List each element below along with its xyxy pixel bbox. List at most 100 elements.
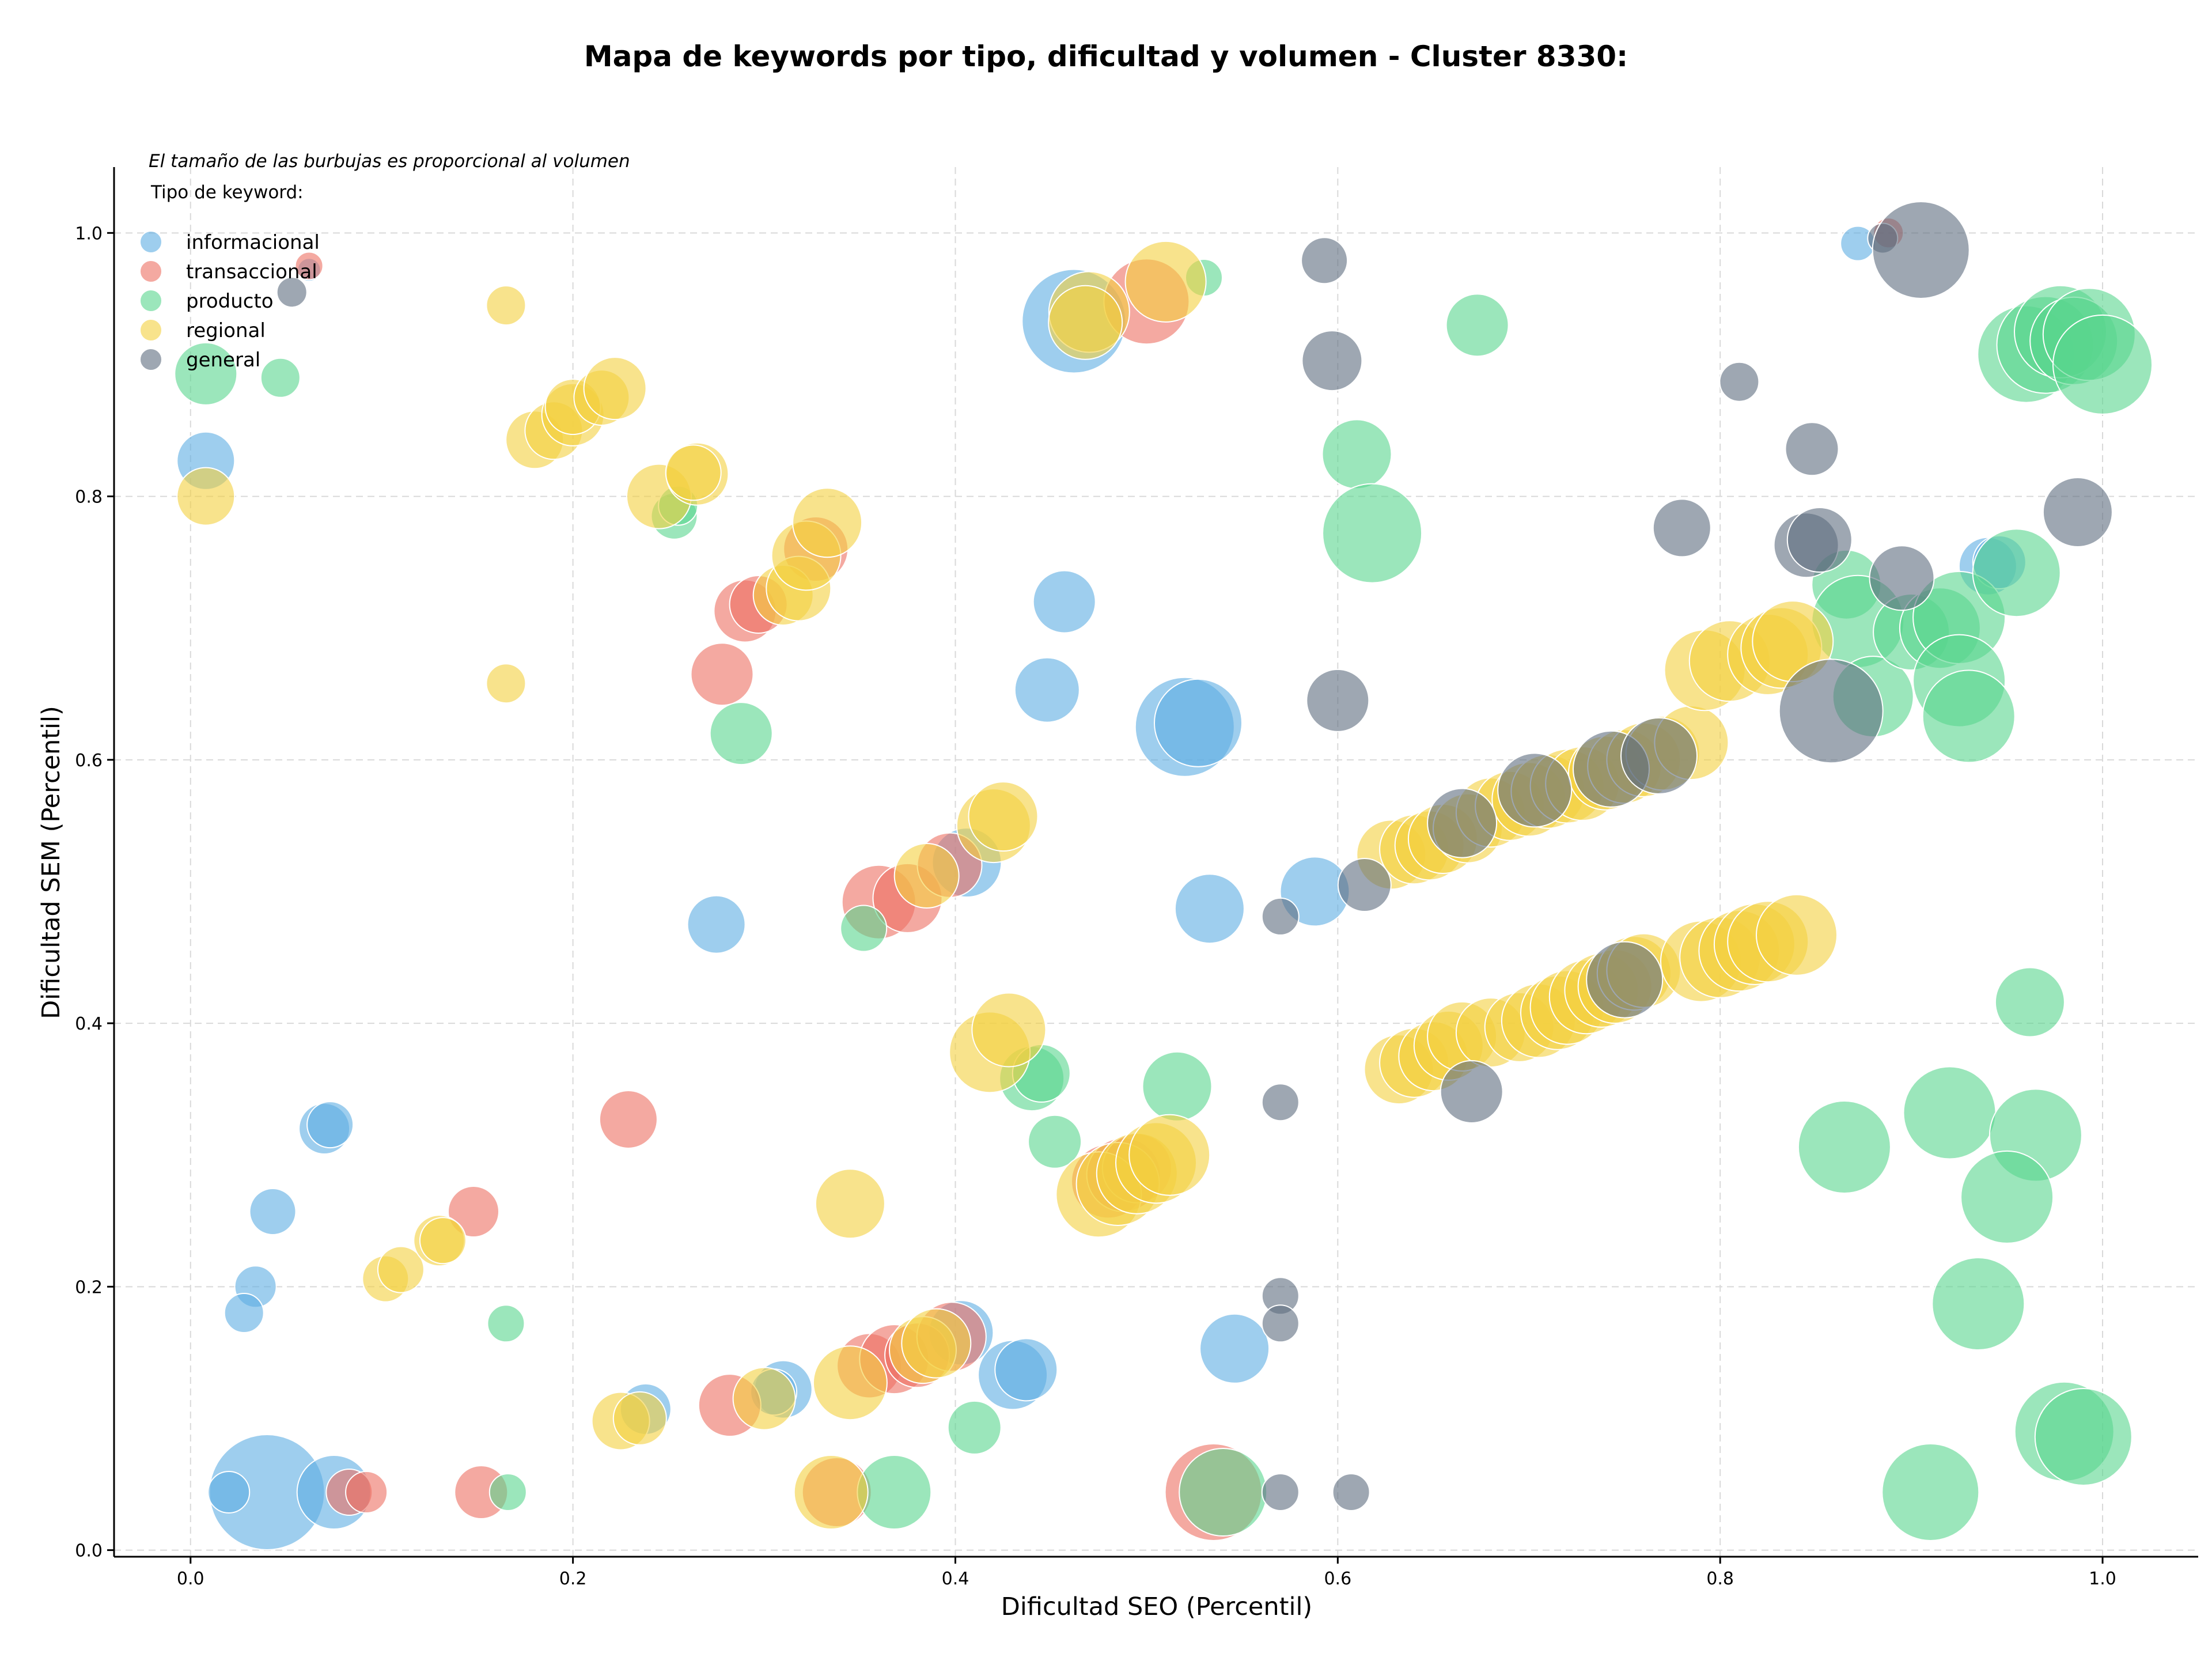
legend-item-regional: regional (139, 319, 266, 342)
series-general (276, 201, 2113, 1511)
bubble-transaccional (294, 251, 324, 281)
bubble-general (1332, 1473, 1370, 1511)
bubble-producto (1972, 528, 2061, 618)
bubble-producto (1903, 1066, 1997, 1160)
bubble-regional (665, 444, 722, 501)
legend: informacional transaccional producto region… (139, 230, 320, 372)
bubble-general (1261, 1083, 1300, 1122)
bubble-producto (709, 702, 773, 766)
x-tick-label: 0.0 (177, 1569, 204, 1589)
x-tick-label: 0.2 (559, 1569, 587, 1589)
bubble-general (2042, 477, 2113, 547)
x-tick-label: 0.6 (1324, 1569, 1351, 1589)
bubble-regional (583, 357, 647, 421)
chart-title: Mapa de keywords por tipo, dificultad y … (584, 40, 1628, 73)
volume-note: El tamaño de las burbujas es proporciona… (149, 151, 630, 172)
bubble-regional (419, 1217, 467, 1265)
bubble-producto (488, 1473, 527, 1511)
legend-item-producto: producto (139, 289, 274, 313)
bubble-informacional (1199, 1313, 1270, 1384)
legend-item-informacional: informacional (139, 230, 320, 254)
bubble-informacional (687, 895, 746, 954)
bubble-general (1872, 201, 1970, 299)
bubble-producto (1321, 419, 1392, 490)
bubble-informacional (1032, 570, 1096, 634)
legend-label: producto (186, 290, 274, 313)
bubble-general (1786, 507, 1853, 573)
bubble-regional (1048, 285, 1123, 360)
bubble-general (1785, 422, 1839, 476)
bubble-producto (1797, 1100, 1891, 1194)
bubble-transaccional (448, 1186, 499, 1238)
bubble-regional (732, 1367, 796, 1431)
bubble-regional (377, 1246, 425, 1293)
bubble-producto (1881, 1443, 1980, 1541)
bubble-producto (1028, 1114, 1082, 1169)
bubble-general (1301, 237, 1349, 285)
bubble-transaccional (345, 1471, 388, 1514)
bubble-general (1620, 717, 1698, 794)
series-informacional (176, 225, 2027, 1550)
bubble-producto (1322, 483, 1423, 584)
x-tick-label: 1.0 (2089, 1569, 2116, 1589)
bubble-producto (947, 1400, 1002, 1455)
bubble-producto (1142, 1051, 1213, 1122)
bubble-general (1301, 330, 1363, 392)
bubble-general (276, 277, 308, 308)
bubble-regional (893, 843, 960, 909)
bubble-regional (486, 285, 527, 326)
legend-marker (139, 289, 162, 312)
bubble-informacional (224, 1293, 264, 1333)
bubble-transaccional (690, 642, 754, 706)
bubble-producto (1922, 669, 2016, 763)
legend-item-transaccional: transaccional (139, 260, 317, 283)
bubble-producto (2034, 1388, 2133, 1486)
bubble-informacional (1174, 873, 1245, 944)
bubble-informacional (207, 1471, 251, 1514)
ticks: 0.0 0.2 0.4 0.6 0.8 1.0 0.0 0.2 0.4 0.6 0.8 1.0 (75, 224, 2116, 1589)
legend-label: general (186, 349, 260, 372)
y-tick-label: 0.2 (75, 1277, 103, 1297)
y-tick-label: 0.4 (75, 1014, 103, 1034)
bubble-general (1427, 788, 1498, 858)
bubble-regional (971, 992, 1047, 1068)
bubble-transaccional (599, 1090, 658, 1149)
bubble-producto (260, 357, 301, 398)
bubble-producto (174, 342, 238, 406)
bubble-informacional (1154, 678, 1243, 767)
x-tick-label: 0.8 (1706, 1569, 1734, 1589)
bubble-producto (487, 1304, 525, 1343)
bubble-general (1497, 752, 1573, 828)
bubble-general (1261, 1304, 1300, 1343)
bubble-general (1261, 897, 1300, 936)
bubble-producto (1960, 1150, 2054, 1244)
bubble-general (1586, 941, 1664, 1019)
bubble-regional (812, 1345, 888, 1421)
bubble-producto (1445, 293, 1509, 357)
bubble-general (1440, 1060, 1503, 1123)
y-tick-label: 1.0 (75, 224, 103, 244)
y-tick-label: 0.6 (75, 751, 103, 771)
bubble-general (1337, 858, 1392, 912)
bubble-regional (612, 1391, 667, 1446)
legend-marker (139, 348, 162, 371)
bubble-informacional (1014, 657, 1080, 723)
bubble-general (1306, 668, 1370, 732)
bubble-general (1869, 545, 1935, 611)
y-tick-label: 0.0 (75, 1541, 103, 1561)
bubble-regional (176, 467, 236, 526)
legend-title: Tipo de keyword: (150, 182, 304, 203)
bubble-producto (1994, 967, 2065, 1038)
bubble-general (1719, 361, 1760, 402)
legend-marker (139, 260, 162, 283)
bubble-producto (840, 905, 888, 952)
y-tick-label: 0.8 (75, 487, 103, 508)
bubble-regional (1128, 1114, 1211, 1196)
y-axis-label: Dificultad SEM (Percentil) (37, 706, 66, 1019)
bubble-regional (792, 487, 863, 558)
bubble-regional (1756, 894, 1838, 976)
legend-marker (139, 230, 162, 253)
bubble-general (1652, 498, 1711, 558)
bubble-informacional (249, 1188, 297, 1235)
